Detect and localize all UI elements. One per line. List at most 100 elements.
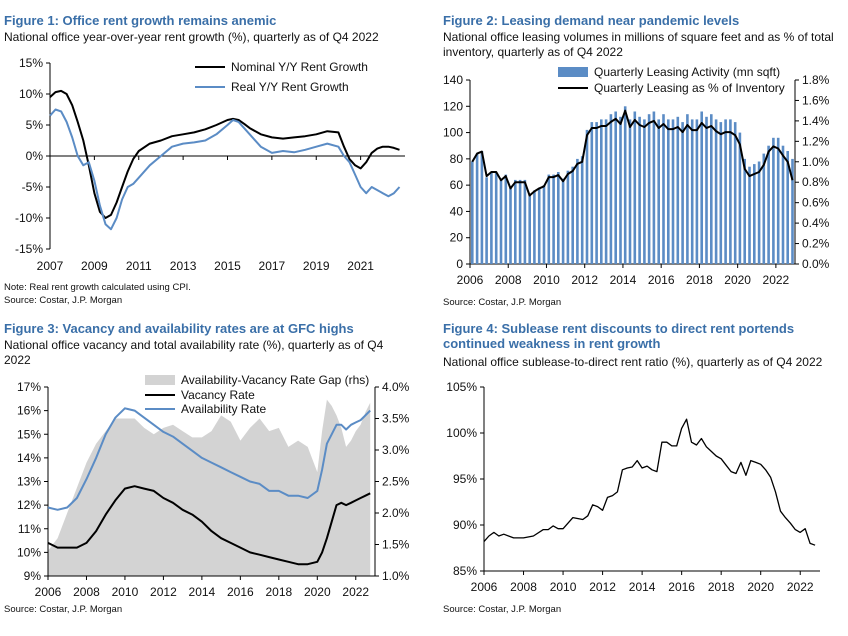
fig2-leasing-bar xyxy=(480,151,484,264)
fig2-y-right-tick-label: 0.0% xyxy=(802,257,830,271)
fig2-leasing-bar xyxy=(700,111,703,264)
figure-1-title: Figure 1: Office rent growth remains ane… xyxy=(4,13,277,28)
fig2-y-tick-label: 40 xyxy=(450,204,464,218)
fig4-x-tick-label: 2010 xyxy=(550,580,577,594)
fig1-x-tick-label: 2015 xyxy=(214,259,241,273)
fig2-leasing-bar xyxy=(490,172,493,264)
fig2-leasing-bar xyxy=(647,114,651,264)
fig2-leasing-bar xyxy=(676,116,680,264)
fig2-y-right-tick-label: 0.6% xyxy=(802,196,830,210)
fig2-leasing-bar xyxy=(571,166,574,264)
fig3-legend-gap-label: Availability-Vacancy Rate Gap (rhs) xyxy=(181,373,369,387)
fig2-leasing-bar xyxy=(738,132,742,264)
fig1-y-tick-label: -10% xyxy=(15,211,43,225)
fig1-nominal-rent-line xyxy=(49,89,400,219)
fig3-availability-line xyxy=(47,407,371,511)
fig3-y-tick-label: 16% xyxy=(17,404,41,418)
fig2-y-tick-label: 80 xyxy=(450,152,464,166)
fig2-leasing-bar xyxy=(485,177,488,264)
fig3-y-tick-label: 17% xyxy=(17,380,41,394)
fig2-leasing-bar xyxy=(619,116,622,264)
fig4-y-tick-label: 90% xyxy=(453,518,477,532)
fig2-y-tick-label: 100 xyxy=(443,126,463,140)
fig3-x-tick-label: 2010 xyxy=(112,585,139,599)
fig2-x-tick-label: 2012 xyxy=(571,273,598,287)
figure-1-source: Source: Costar, J.P. Morgan xyxy=(4,295,123,306)
fig2-leasing-bar xyxy=(552,174,555,264)
figure-4-title: Figure 4: Sublease rent discounts to dir… xyxy=(443,321,795,351)
figure-3-source: Source: Costar, J.P. Morgan xyxy=(4,604,123,615)
fig2-y-right-tick-label: 1.8% xyxy=(802,73,830,87)
fig2-y-right-tick-label: 1.6% xyxy=(802,93,830,107)
fig4-sublease-ratio-line xyxy=(483,418,816,546)
fig3-x-tick-label: 2012 xyxy=(150,585,177,599)
fig3-x-tick-label: 2016 xyxy=(227,585,254,599)
fig2-leasing-bar xyxy=(585,129,589,264)
fig3-y-tick-label: 14% xyxy=(17,451,41,465)
fig3-x-tick-label: 2020 xyxy=(304,585,331,599)
fig2-leasing-bar xyxy=(643,119,646,265)
figure-4-source: Source: Costar, J.P. Morgan xyxy=(443,604,562,615)
fig3-y-right-tick-label: 3.0% xyxy=(382,443,410,457)
fig3-x-tick-label: 2014 xyxy=(189,585,216,599)
fig1-legend-real-label: Real Y/Y Rent Growth xyxy=(231,80,349,94)
fig2-leasing-bar xyxy=(514,179,517,264)
fig2-x-tick-label: 2014 xyxy=(610,273,637,287)
fig2-leasing-pct-line xyxy=(471,109,794,197)
fig2-leasing-bar xyxy=(547,174,551,264)
fig2-leasing-bar xyxy=(600,119,603,265)
fig3-y-right-tick-label: 4.0% xyxy=(382,380,410,394)
fig2-leasing-bar xyxy=(475,153,479,264)
fig2-legend-bar-label: Quarterly Leasing Activity (mn sqft) xyxy=(594,65,780,79)
fig2-y-tick-label: 0 xyxy=(456,257,463,271)
fig4-x-tick-label: 2012 xyxy=(589,580,616,594)
fig2-y-right-tick-label: 0.2% xyxy=(802,237,830,251)
fig3-y-tick-label: 10% xyxy=(17,545,41,559)
fig1-y-tick-label: -5% xyxy=(22,180,44,194)
fig3-y-tick-label: 9% xyxy=(24,569,42,583)
fig2-leasing-bar xyxy=(533,190,536,264)
fig2-x-tick-label: 2006 xyxy=(457,273,484,287)
fig3-y-tick-label: 11% xyxy=(18,522,41,536)
fig3-y-right-tick-label: 1.0% xyxy=(382,569,410,583)
fig2-x-tick-label: 2018 xyxy=(686,273,713,287)
fig3-y-tick-label: 15% xyxy=(17,427,41,441)
fig2-leasing-bar xyxy=(753,164,756,264)
fig2-leasing-bar xyxy=(628,119,632,265)
fig3-x-tick-label: 2018 xyxy=(265,585,292,599)
figure-3-title: Figure 3: Vacancy and availability rates… xyxy=(4,321,354,336)
fig2-leasing-bar xyxy=(542,185,546,264)
fig2-leasing-bar xyxy=(662,114,665,264)
fig3-legend-vacancy-label: Vacancy Rate xyxy=(181,388,255,402)
fig2-leasing-bar xyxy=(776,137,780,264)
fig1-y-tick-label: 5% xyxy=(26,118,44,132)
fig2-y-right-tick-label: 1.2% xyxy=(802,134,830,148)
fig4-y-tick-label: 105% xyxy=(446,380,477,394)
fig4-y-tick-label: 95% xyxy=(453,472,477,486)
figure-3-subtitle: National office vacancy and total availa… xyxy=(4,338,384,367)
fig2-leasing-bar xyxy=(638,116,641,264)
fig2-leasing-bar xyxy=(499,179,503,264)
fig2-y-right-tick-label: 1.4% xyxy=(802,114,830,128)
fig2-leasing-bar xyxy=(633,111,637,264)
fig3-y-tick-label: 13% xyxy=(17,475,41,489)
fig4-x-tick-label: 2018 xyxy=(708,580,735,594)
fig2-leasing-bar xyxy=(528,194,531,264)
fig2-legend-line-label: Quarterly Leasing as % of Inventory xyxy=(594,81,785,95)
fig2-leasing-bar xyxy=(733,122,737,264)
fig2-leasing-bar xyxy=(576,158,579,264)
fig4-x-tick-label: 2008 xyxy=(510,580,537,594)
fig2-leasing-bar xyxy=(791,158,794,264)
fig2-leasing-bar xyxy=(504,174,508,264)
fig2-leasing-bar xyxy=(595,122,598,264)
fig2-y-tick-label: 60 xyxy=(450,178,464,192)
fig3-y-tick-label: 12% xyxy=(17,498,41,512)
fig3-x-tick-label: 2006 xyxy=(35,585,62,599)
fig2-leasing-bar xyxy=(762,153,766,264)
fig2-leasing-bar xyxy=(757,161,761,264)
fig1-x-tick-label: 2019 xyxy=(303,259,330,273)
fig2-leasing-bar xyxy=(695,119,699,265)
fig2-leasing-bar xyxy=(590,122,594,264)
fig4-y-tick-label: 100% xyxy=(446,426,477,440)
